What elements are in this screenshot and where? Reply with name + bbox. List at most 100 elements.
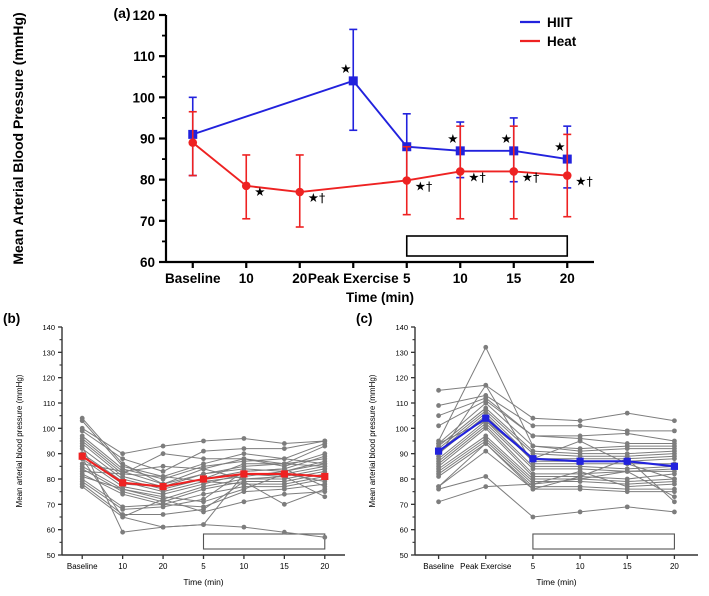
panel_b-ytick-label: 70 [47,500,55,509]
panel_c-individual-point [436,499,441,505]
panel_c-ytick-label: 100 [395,424,408,433]
panel_b-individual-point [120,486,126,492]
panel_b-individual-point [160,451,166,457]
panel_b-individual-point [322,534,328,540]
panel_b-individual-point [160,463,166,469]
panel_b-individual-point [241,436,247,441]
panel_b-individual-point [120,456,126,462]
panel_b-individual-point [322,443,328,449]
panel_b-ytick-label: 50 [47,551,55,560]
panel_b-individual-point [281,529,287,535]
panel_c-individual-point [530,451,536,457]
panel-a-xtick-label: Baseline [165,271,221,286]
panel_b-individual-point [241,461,247,467]
panel_c-individual-line [438,442,675,493]
panel_b-individual-point [201,438,206,444]
panel_b-mean-marker [78,452,86,460]
panel_c-xtick-label: 15 [623,562,632,571]
panel_b-xtick-label: 15 [280,562,289,571]
panel_c-individual-point [577,423,583,429]
panel_c-individual-point [530,466,536,472]
panel_c-individual-point [672,509,677,515]
panel_b-mean-marker [240,470,248,478]
panel_c-individual-point [483,425,489,431]
panel_c-mean-marker [434,447,443,455]
panel_c-individual-point [624,431,630,436]
panel_c-individual-point [624,489,630,495]
panel_b-individual-point [281,486,287,492]
panel-a-ytick-label: 100 [132,90,155,105]
panel_c-xtick-label: Baseline [423,562,454,571]
panel_c-individual-point [672,489,677,495]
panel-a-marker-heat [509,167,519,176]
panel_c-individual-point [577,509,583,515]
panel_b-mean-marker [199,475,208,483]
panel_b-recovery-bracket [202,533,326,550]
panel_c-ytick-label: 120 [395,374,408,383]
panel_b-mean-marker [321,472,329,481]
panel_c-individual-point [672,471,677,477]
panel_b-individual-point [281,491,287,497]
panel-a-xtick-label: 10 [453,271,468,286]
panel-a-marker-hiit [348,76,358,86]
panel_b-y-axis-title: Mean arterial blood pressure (mmHg) [15,374,24,507]
panel_c-individual-point [577,486,583,492]
panel_b-individual-point [241,499,247,505]
panel_b-individual-point [160,496,166,502]
panel_c-mean-marker [670,462,679,470]
panel-a-xtick-label: 20 [292,271,307,286]
panel_b-ytick-label: 130 [42,348,55,357]
panel_c-individual-line [438,427,675,480]
panel_c-individual-point [577,418,583,424]
panel_b-individual-point [79,484,85,489]
panel-a-xtick-label: 10 [239,271,254,286]
panel_c-individual-line [438,402,675,452]
panel_c-y-axis-title: Mean arterial blood pressure (mmHg) [368,374,377,507]
panel_c-individual-line [438,470,675,503]
panel_c-mean-marker [482,414,490,422]
panel-a-significance-marker: ★ [254,184,265,199]
panel-a-series-line-hiit [192,79,568,161]
panel_b-individual-point [322,494,328,500]
panel_c-individual-point [530,433,536,439]
panel-a-marker-heat [562,171,572,180]
panel_b-ytick-label: 80 [47,475,55,484]
panel-b-plot: 50 60 70 80 90 100 110 120 130 140 Baseline 10 20 5 10… [3,311,345,587]
panel_c-individual-line [438,399,675,445]
panel_c-individual-point [530,415,536,421]
panel-a-significance-marker: ★† [522,169,539,184]
panel-a-legend-label-hiit: HIIT [547,15,573,30]
panel_c-individual-line [438,346,675,450]
panel_c-individual-point [577,476,583,482]
panel_c-individual-point [436,387,441,393]
panel-a-marker-heat [455,167,465,176]
panel_c-individual-point [436,474,441,479]
panel_b-ytick-label: 60 [47,526,55,535]
panel_c-individual-point [672,428,677,434]
panel_b-individual-point [241,489,247,495]
panel-a-ytick-label: 70 [140,214,155,229]
panel_b-xtick-label: 20 [159,562,168,571]
panel-a-significance-marker: ★† [308,190,325,205]
panel_c-xtick-label: 10 [576,562,585,571]
panel_c-individual-line [438,412,675,460]
panel_b-individual-point [201,491,206,497]
panel-a-x-axis-title: Time (min) [346,290,414,305]
panel_b-individual-point [160,524,166,530]
panel_b-individual-point [160,512,166,517]
panel_b-xtick-label: 5 [201,562,206,571]
panel_b-xtick-label: 10 [239,562,248,571]
panel_c-individual-point [577,469,583,474]
panel_c-individual-point [483,400,489,406]
panel-a-significance-marker: ★ [340,61,351,76]
panel_c-individual-point [483,344,489,350]
panel-a-xtick-label: 20 [560,271,575,286]
panel_b-individual-point [281,501,287,507]
panel_c-individual-line [438,442,675,490]
panel-a-significance-marker: ★ [447,131,458,146]
panel_c-individual-line [438,384,675,465]
panel_b-individual-point [120,507,126,512]
panel_c-individual-point [436,486,441,492]
panel-a-xtick-label: Peak Exercise [308,271,399,286]
panel_b-individual-point [79,443,85,449]
